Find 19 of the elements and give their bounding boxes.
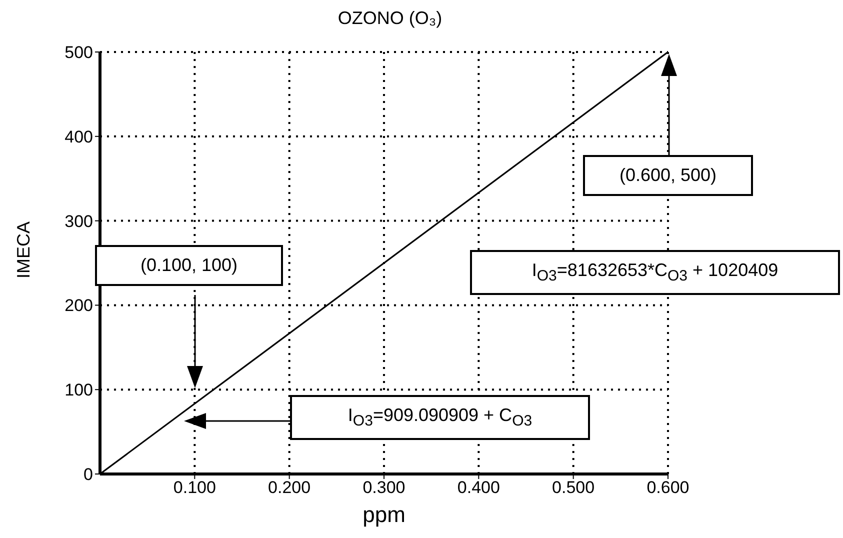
y-tick-label: 400	[64, 127, 93, 146]
x-tick-label: 0.200	[268, 478, 311, 498]
x-tick-label: 0.100	[173, 478, 216, 498]
text-box: (0.100, 100)	[95, 245, 283, 286]
y-tick-label: 500	[64, 43, 93, 62]
text-box: I$_{O3}$=909.090909 + C$_{O3}$	[290, 395, 590, 440]
text-box: (0.600, 500)	[583, 155, 753, 196]
x-tick-label: 0.600	[646, 478, 690, 498]
y-tick-label: 300	[64, 212, 93, 231]
text-box: I$_{O3}$=81632653*C$_{O3}$ + 1020409	[470, 250, 840, 295]
chart-title: OZONO (O₃)	[336, 8, 444, 29]
x-axis-title: ppm	[362, 502, 406, 528]
y-tick-label: 100	[64, 380, 93, 400]
x-tick-label: 0.500	[552, 478, 595, 498]
y-tick-label: 200	[64, 296, 93, 316]
y-tick-label: 0	[84, 465, 93, 484]
y-axis-title: IMECA	[14, 221, 34, 279]
x-tick-label: 0.400	[457, 478, 500, 498]
x-tick-label: 0.300	[362, 478, 406, 498]
